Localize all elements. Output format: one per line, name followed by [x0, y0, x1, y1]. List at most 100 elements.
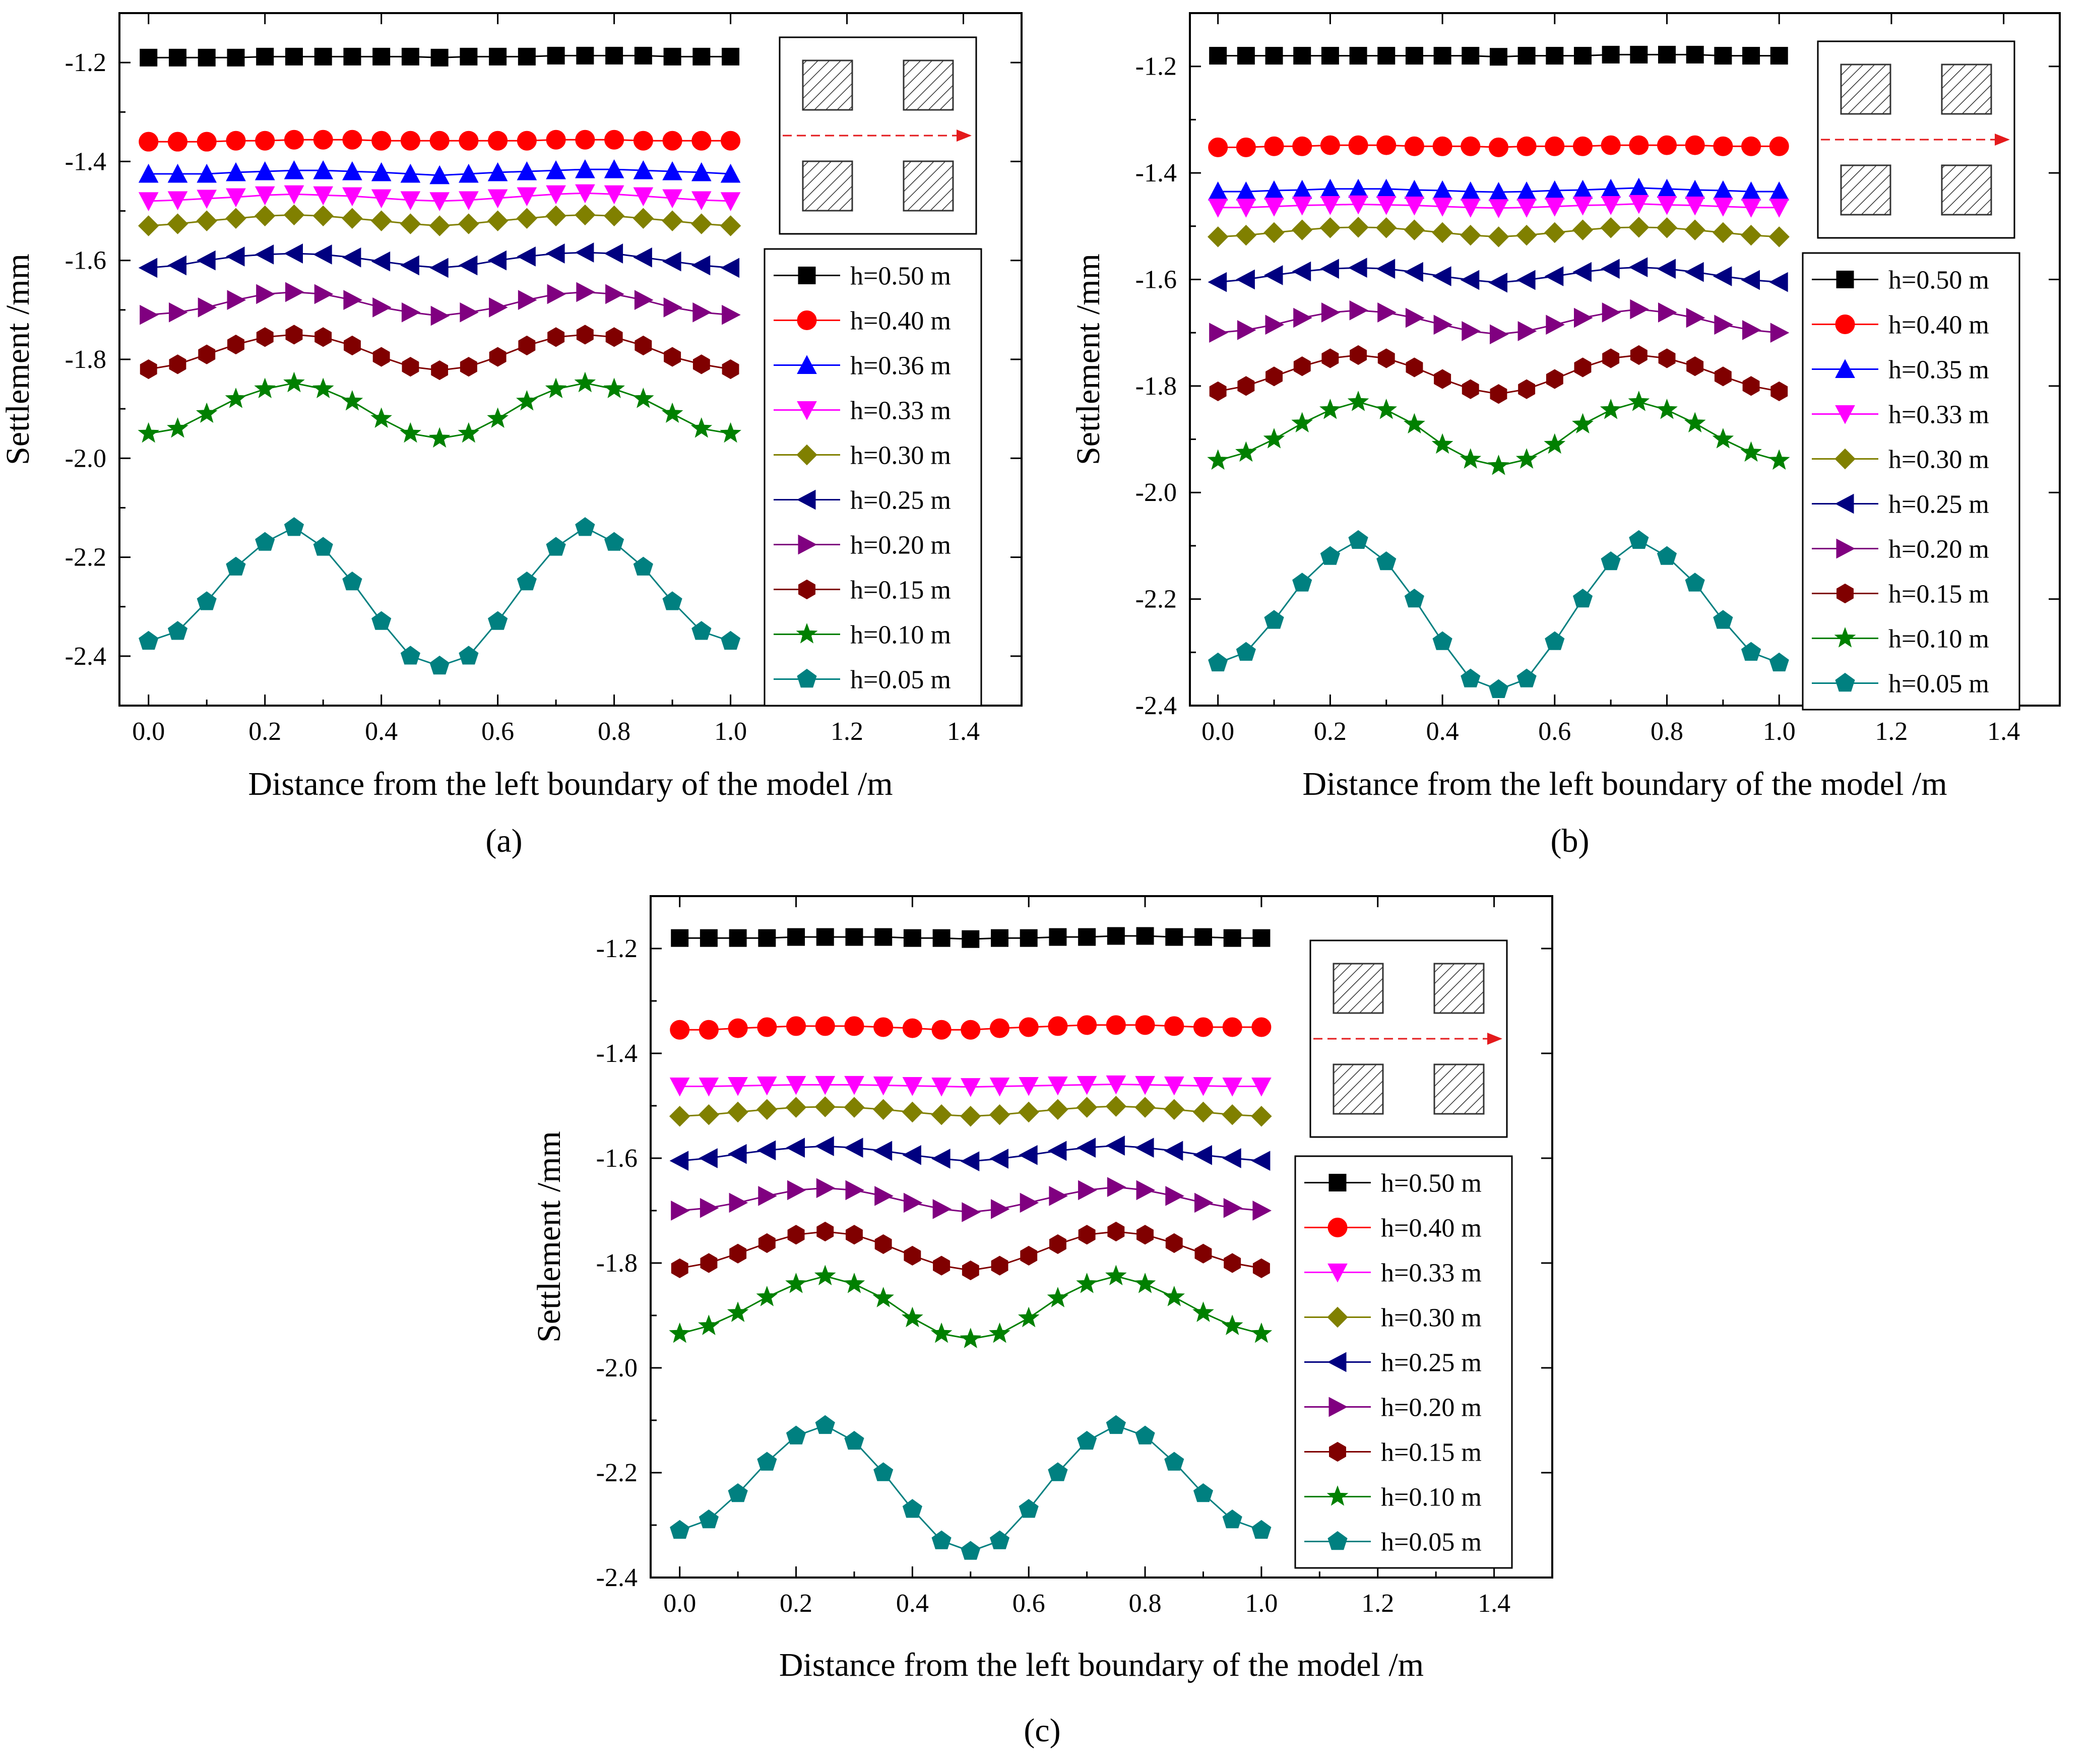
data-point [1292, 197, 1312, 216]
data-point [722, 47, 740, 66]
data-point [1223, 929, 1241, 947]
data-point [1770, 381, 1788, 401]
data-point [1713, 266, 1732, 286]
legend-marker [1327, 1264, 1348, 1283]
data-point [516, 208, 538, 229]
legend-marker [1834, 448, 1856, 470]
data-point [1600, 217, 1621, 238]
legend-entry: h=0.40 m [1304, 1214, 1482, 1243]
data-point [1224, 1253, 1241, 1273]
data-point [1207, 226, 1229, 247]
data-point [904, 1245, 921, 1266]
data-point [1461, 136, 1481, 156]
data-point [845, 928, 863, 946]
data-point [518, 47, 536, 66]
data-point [1222, 1017, 1242, 1037]
data-point [1405, 47, 1423, 65]
data-point [168, 48, 186, 67]
data-point [1319, 217, 1341, 238]
data-point [1628, 177, 1649, 197]
data-point [1163, 1286, 1185, 1306]
data-point [1208, 137, 1228, 157]
data-point [960, 1151, 980, 1172]
data-point [1741, 199, 1761, 218]
panel-caption: (c) [1024, 1712, 1060, 1749]
series-h-0-33 [1208, 195, 1790, 218]
data-point [518, 335, 536, 356]
data-point [758, 929, 776, 947]
data-point [1685, 262, 1704, 282]
data-point [785, 1097, 807, 1118]
data-point [1134, 1273, 1156, 1293]
data-point [662, 189, 682, 209]
data-point [1020, 1192, 1039, 1213]
data-point [1321, 348, 1339, 368]
data-point [196, 402, 218, 423]
data-point [1713, 610, 1733, 629]
data-point [1263, 222, 1285, 243]
data-point [633, 160, 654, 179]
panel-caption: (a) [485, 823, 522, 859]
data-point [429, 131, 450, 151]
legend-label: h=0.33 m [1888, 401, 1989, 429]
data-point [1251, 1106, 1272, 1127]
data-point [256, 47, 274, 66]
data-point [1769, 199, 1790, 218]
data-point [1193, 1145, 1212, 1165]
data-point [844, 1097, 865, 1118]
data-point [632, 208, 654, 229]
data-point [313, 160, 334, 179]
data-point [546, 160, 566, 179]
data-point [1769, 136, 1789, 156]
series-h-0-05 [139, 517, 741, 675]
data-point [989, 1149, 1008, 1169]
data-point [139, 132, 159, 152]
chart-panel-b: 0.0 0.2 0.4 0.6 0.8 1.0 1.2 1.4 -1.2 -1.4 -1.6 -1.8… [1070, 12, 2061, 859]
data-point [902, 1145, 921, 1165]
y-tick-label: -1.6 [596, 1144, 638, 1173]
data-point [729, 929, 747, 947]
legend-label: h=0.20 m [850, 531, 951, 560]
data-point [990, 1018, 1010, 1038]
series-h-0-50 [671, 927, 1271, 948]
data-point [960, 1078, 981, 1097]
legend-entry: h=0.25 m [1812, 490, 1989, 519]
y-tick-label: -2.2 [65, 543, 106, 572]
data-point [1545, 136, 1565, 156]
data-point [1223, 1198, 1243, 1218]
data-point [284, 185, 304, 205]
data-point [1686, 356, 1704, 376]
data-point [1488, 137, 1508, 157]
data-point [138, 163, 159, 183]
data-point [989, 1078, 1010, 1097]
data-point [663, 47, 681, 66]
data-point [989, 1104, 1010, 1125]
data-point [1192, 1301, 1214, 1322]
data-point [1431, 433, 1453, 454]
data-point [1076, 1273, 1098, 1293]
series-h-0-20 [140, 282, 741, 326]
series-line [148, 526, 731, 667]
data-point [488, 131, 508, 151]
data-point [722, 359, 739, 380]
data-point [428, 427, 451, 448]
data-point [400, 255, 419, 276]
data-point [1077, 1430, 1097, 1450]
data-point [662, 591, 682, 610]
data-point [1490, 384, 1507, 404]
legend-marker [796, 444, 817, 466]
legend-entry: h=0.40 m [1812, 311, 1989, 340]
data-point [671, 1258, 688, 1278]
data-point [729, 1192, 748, 1213]
data-point [1165, 1233, 1183, 1253]
data-point [1107, 927, 1125, 945]
data-point [1078, 928, 1096, 946]
data-point [371, 131, 392, 151]
data-point [1048, 1016, 1068, 1036]
data-point [1742, 320, 1761, 340]
data-point [1319, 398, 1341, 419]
data-point [1657, 259, 1676, 279]
legend-marker [1327, 1352, 1347, 1372]
data-point [691, 131, 712, 151]
